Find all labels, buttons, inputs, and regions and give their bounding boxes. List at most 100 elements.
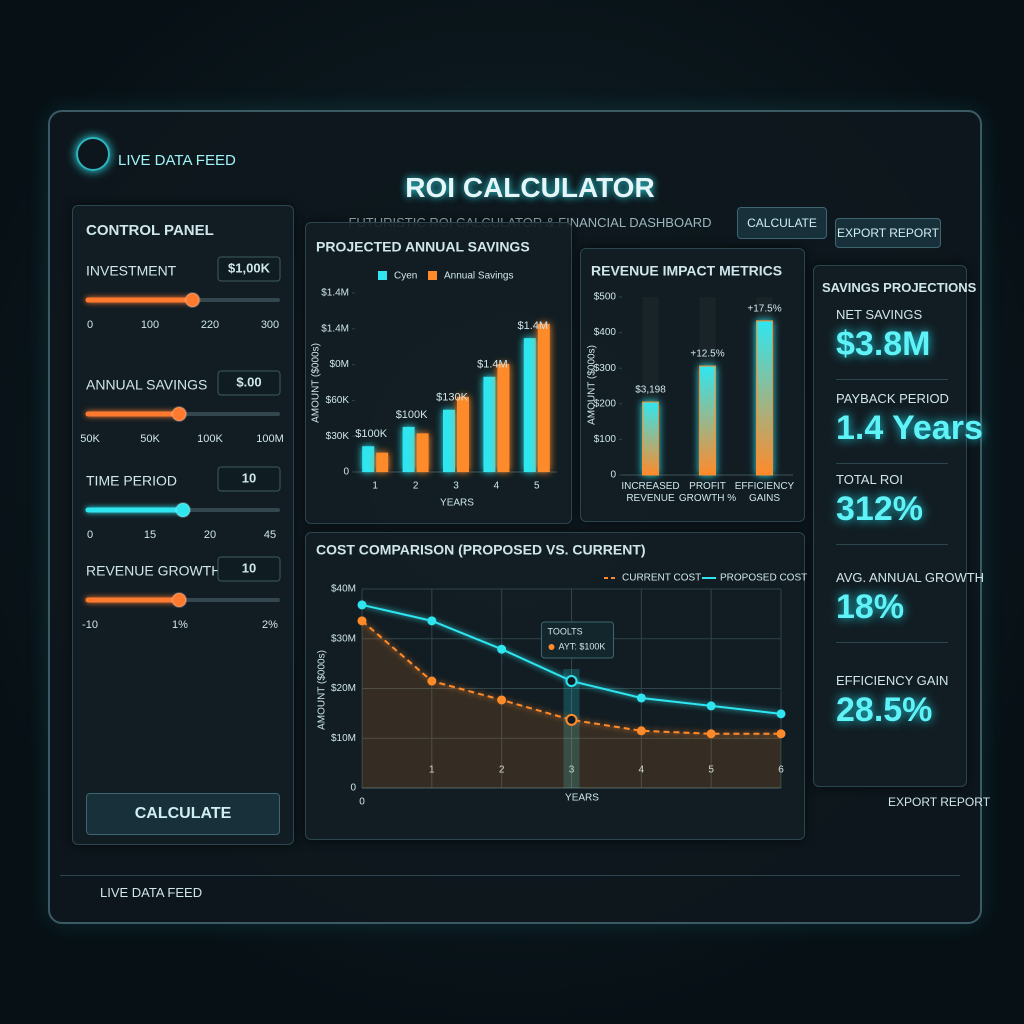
bar (443, 409, 455, 472)
bar (642, 401, 659, 476)
legend-label: CURRENT COST (622, 573, 701, 584)
x-tick-label: 5 (534, 481, 540, 492)
point (497, 644, 507, 654)
legend-swatch (378, 271, 387, 280)
legend-swatch (428, 271, 437, 280)
metric-label: EFFICIENCY GAIN (836, 673, 949, 688)
separator (836, 544, 948, 545)
tooltip-box (541, 621, 614, 659)
x-axis-label: YEARS (565, 793, 599, 804)
slider-value: $.00 (236, 374, 261, 389)
bar-label: $130K (436, 392, 468, 404)
bar (483, 376, 496, 472)
title: ROI CALCULATOR (405, 172, 655, 203)
slider-tick: 1% (172, 619, 188, 631)
x-axis-label: YEARS (440, 498, 474, 509)
x-tick-label: INCREASED REVENUE (621, 481, 680, 504)
y-axis-label: AMOUNT ($000s) (317, 650, 328, 730)
slider-tick: 15 (144, 529, 156, 541)
chart-title: COST COMPARISON (PROPOSED VS. CURRENT) (316, 542, 646, 558)
bar (756, 320, 773, 476)
y-tick-label: $30M (331, 633, 356, 644)
slider-value: 10 (242, 560, 256, 575)
x-tick-label: 1 (372, 481, 378, 492)
separator (836, 379, 948, 380)
point (427, 616, 437, 626)
bar (457, 396, 469, 472)
separator (836, 642, 948, 643)
y-tick-label: $60K (326, 395, 350, 406)
y-tick-label: $300 (594, 363, 617, 374)
x-tick-label: 4 (494, 481, 500, 492)
x-tick-label: 3 (453, 481, 459, 492)
chart-title: REVENUE IMPACT METRICS (591, 263, 782, 279)
value-box (217, 556, 281, 582)
footer-export[interactable]: EXPORT REPORT (888, 795, 991, 809)
point (427, 676, 437, 686)
point (636, 693, 646, 703)
area (362, 620, 781, 788)
slider-tick: 0 (87, 319, 93, 331)
bar (402, 426, 415, 472)
tooltip-text: AYT: $100K (559, 641, 606, 651)
tooltip-band (563, 669, 580, 788)
slider-handle (184, 292, 201, 308)
slider-handle (171, 592, 188, 608)
slider-tick: 50K (140, 433, 160, 445)
y-tick-label: $0M (330, 359, 349, 370)
export-button[interactable]: EXPORT REPORT (835, 218, 941, 248)
x-tick-label: 0 (359, 797, 365, 808)
point (706, 701, 716, 711)
footer-feed: LIVE DATA FEED (100, 885, 203, 900)
slider-tick: 100K (197, 433, 223, 445)
metric-value: 312% (836, 490, 923, 528)
metric-value: 1.4 Years (836, 409, 983, 447)
calculate-button[interactable]: CALCULATE (86, 793, 280, 835)
tooltip-dot (548, 644, 555, 650)
metric-label: TOTAL ROI (836, 472, 903, 487)
y-tick-label: $20M (331, 683, 356, 694)
bar-label: $100K (396, 409, 428, 421)
slider-tick: 100 (141, 319, 159, 331)
point (357, 600, 367, 610)
legend-label: PROPOSED COST (720, 573, 807, 584)
metric-value: 28.5% (836, 691, 933, 729)
slider-tick: 50K (80, 433, 100, 445)
footer-bar (60, 875, 960, 906)
x-tick-label: 3 (569, 765, 575, 776)
bar-label: $1.4M (477, 359, 508, 371)
point (497, 695, 507, 705)
calculate-button[interactable]: CALCULATE (737, 207, 827, 239)
value-box (217, 466, 281, 492)
bar (416, 433, 429, 472)
y-tick-label: $400 (594, 327, 617, 338)
projections-title: SAVINGS PROJECTIONS (822, 280, 977, 295)
slider-label: TIME PERIOD (86, 473, 177, 489)
point (776, 709, 786, 719)
bar (497, 363, 510, 472)
y-tick-label: 0 (343, 467, 349, 478)
bar (523, 338, 536, 472)
feed-icon (76, 137, 110, 171)
x-tick-label: 2 (413, 481, 419, 492)
x-tick-label: PROFIT GROWTH % (678, 481, 737, 504)
slider-tick: -10 (82, 619, 98, 631)
metric-value: $3.8M (836, 325, 931, 363)
value-box (217, 256, 281, 282)
metric-label: NET SAVINGS (836, 307, 923, 322)
point (565, 713, 578, 726)
slider-tick: 220 (201, 319, 219, 331)
slider-tick: 20 (204, 529, 216, 541)
metric-label: PAYBACK PERIOD (836, 391, 949, 406)
y-tick-label: $500 (594, 292, 617, 303)
y-tick-label: $1.4M (321, 323, 349, 334)
y-tick-label: $10M (331, 733, 356, 744)
projections-panel (813, 265, 967, 787)
slider-handle (171, 406, 188, 422)
slider-value: 10 (242, 470, 256, 485)
point (357, 616, 367, 626)
separator (836, 463, 948, 464)
slider-value: $1,00K (228, 260, 271, 275)
y-tick-label: $30K (326, 431, 350, 442)
bar (699, 365, 716, 476)
